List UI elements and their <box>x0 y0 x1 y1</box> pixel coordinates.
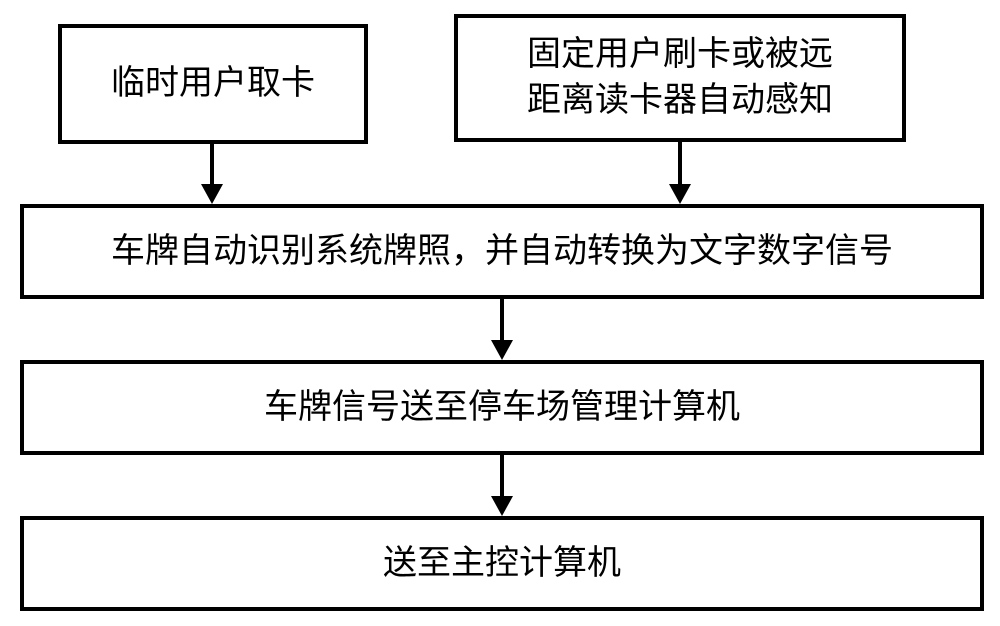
flowchart-canvas: 临时用户取卡 固定用户刷卡或被远 距离读卡器自动感知 车牌自动识别系统牌照，并自… <box>0 0 1000 626</box>
node-label: 固定用户刷卡或被远 距离读卡器自动感知 <box>527 32 833 124</box>
arrow-head-icon <box>491 496 513 516</box>
arrow-line <box>500 455 504 496</box>
node-label: 车牌信号送至停车场管理计算机 <box>264 385 740 431</box>
flowchart-node: 车牌信号送至停车场管理计算机 <box>20 360 984 455</box>
flowchart-node: 固定用户刷卡或被远 距离读卡器自动感知 <box>454 14 906 142</box>
node-label: 临时用户取卡 <box>111 61 315 107</box>
node-label: 送至主控计算机 <box>383 541 621 587</box>
arrow-head-icon <box>491 340 513 360</box>
arrow-head-icon <box>201 184 223 204</box>
flowchart-node: 送至主控计算机 <box>20 516 984 611</box>
node-label: 车牌自动识别系统牌照，并自动转换为文字数字信号 <box>111 229 893 275</box>
flowchart-node: 车牌自动识别系统牌照，并自动转换为文字数字信号 <box>20 204 984 299</box>
flowchart-node: 临时用户取卡 <box>58 24 368 144</box>
arrow-line <box>678 142 682 184</box>
arrow-line <box>210 144 214 184</box>
arrow-head-icon <box>669 184 691 204</box>
arrow-line <box>500 299 504 340</box>
